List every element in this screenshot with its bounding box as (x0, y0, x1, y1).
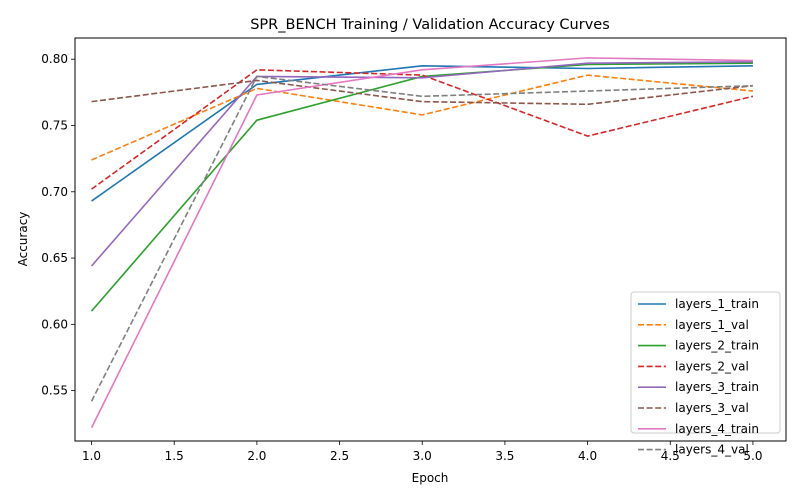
y-tick-label: 0.80 (41, 52, 68, 66)
legend-label: layers_4_train (675, 422, 759, 436)
legend-box (630, 291, 781, 434)
legend-entry-layers-4-train: layers_4_train (638, 422, 759, 436)
y-axis: 0.55 0.60 0.65 0.70 0.75 0.80 (41, 52, 75, 398)
legend-entry-layers-1-train: layers_1_train (638, 297, 759, 311)
legend-label: layers_4_val (675, 443, 749, 457)
x-tick-label: 4.5 (661, 449, 680, 463)
plot-frame (74, 37, 787, 442)
legend-entry-layers-1-val: layers_1_val (638, 318, 749, 332)
legend-label: layers_3_val (675, 401, 749, 415)
y-tick-label: 0.75 (41, 118, 68, 132)
legend-entry-layers-3-val: layers_3_val (638, 401, 749, 415)
legend-label: layers_3_train (675, 380, 759, 394)
legend-entry-layers-4-val: layers_4_val (638, 443, 749, 457)
series-line-layers-1-train (91, 65, 753, 202)
x-tick-label: 3.5 (495, 449, 514, 463)
series-line-layers-4-val (90, 75, 753, 402)
y-tick-label: 0.65 (41, 251, 68, 265)
chart-title: SPR_BENCH Training / Validation Accuracy… (250, 17, 610, 33)
y-tick-label: 0.60 (41, 317, 68, 331)
series-line-layers-2-train (90, 62, 753, 312)
x-axis-title: Epoch (412, 471, 449, 485)
y-tick-label: 0.70 (41, 185, 68, 199)
series-line-layers-1-val (91, 74, 754, 161)
legend-label: layers_1_val (675, 318, 749, 332)
x-tick-label: 1.5 (165, 449, 184, 463)
x-axis: 1.0 1.5 2.0 2.5 3.0 3.5 4.0 4.5 5.0 (82, 441, 762, 463)
y-tick-label: 0.55 (41, 384, 68, 398)
x-tick-label: 1.0 (82, 449, 101, 463)
y-axis-title: Accuracy (16, 212, 30, 267)
x-tick-label: 4.0 (578, 449, 597, 463)
legend: layers_1_train layers_1_val layers_2_train… (630, 291, 781, 457)
x-tick-label: 3.0 (413, 449, 432, 463)
legend-label: layers_2_val (675, 359, 749, 373)
x-tick-label: 2.5 (330, 449, 349, 463)
legend-entry-layers-2-train: layers_2_train (638, 339, 759, 353)
legend-label: layers_2_train (675, 339, 759, 353)
legend-entry-layers-3-train: layers_3_train (638, 380, 759, 394)
series-line-layers-3-train (90, 61, 753, 267)
series-line-layers-3-val (91, 79, 754, 106)
series-line-layers-2-val (91, 69, 754, 190)
legend-label: layers_1_train (675, 297, 759, 311)
x-tick-label: 2.0 (247, 449, 266, 463)
x-tick-label: 5.0 (743, 449, 762, 463)
series-line-layers-4-train (90, 57, 753, 429)
plot-lines (90, 57, 754, 429)
legend-entry-layers-2-val: layers_2_val (638, 359, 749, 373)
